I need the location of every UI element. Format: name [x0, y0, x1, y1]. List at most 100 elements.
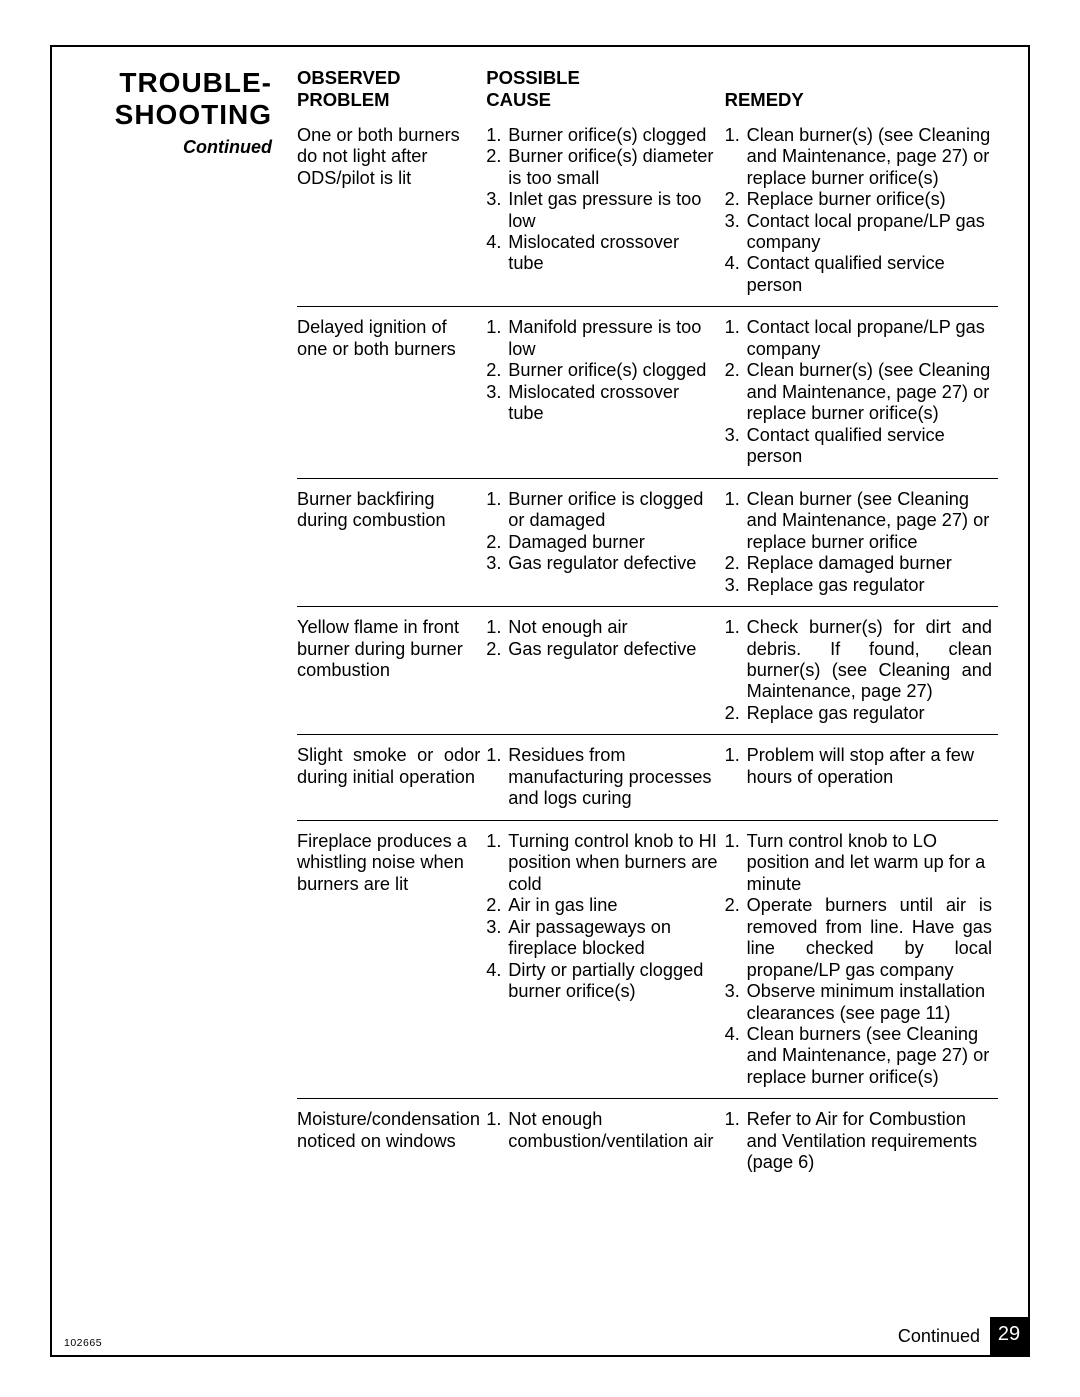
list-number: 2. [486, 532, 508, 553]
list-text: Contact qualified service person [747, 425, 992, 468]
list-text: Burner orifice(s) clogged [508, 125, 718, 146]
numbered-list: 1.Clean burner(s) (see Cleaning and Main… [725, 125, 992, 297]
list-number: 2. [725, 895, 747, 981]
list-number: 3. [486, 382, 508, 425]
cell-problem: Burner backfiring during combustion [297, 478, 486, 606]
cell-problem: Yellow flame in front burner during burn… [297, 607, 486, 735]
list-text: Air in gas line [508, 895, 718, 916]
list-text: Manifold pressure is too low [508, 317, 718, 360]
cell-remedy: 1.Problem will stop after a few hours of… [725, 735, 998, 820]
list-number: 1. [725, 317, 747, 360]
list-number: 2. [486, 360, 508, 381]
list-text: Burner orifice(s) diameter is too small [508, 146, 718, 189]
list-number: 3. [725, 575, 747, 596]
list-number: 2. [486, 895, 508, 916]
list-number: 4. [486, 960, 508, 1003]
table-row: Burner backfiring during combustion1.Bur… [297, 478, 998, 606]
list-text: Inlet gas pressure is too low [508, 189, 718, 232]
numbered-list: 1.Manifold pressure is too low2.Burner o… [486, 317, 718, 424]
list-number: 1. [725, 831, 747, 895]
list-text: Damaged burner [508, 532, 718, 553]
list-text: Gas regulator defective [508, 553, 718, 574]
table-row: Fireplace produces a whistling noise whe… [297, 820, 998, 1099]
cell-cause: 1.Burner orifice(s) clogged2.Burner orif… [486, 115, 724, 307]
list-item: 1.Manifold pressure is too low [486, 317, 718, 360]
list-text: Observe minimum installation clearances … [747, 981, 992, 1024]
cell-problem: Slight smoke or odor during initial oper… [297, 735, 486, 820]
list-text: Contact local propane/LP gas company [747, 317, 992, 360]
cell-cause: 1.Burner orifice is clogged or damaged2.… [486, 478, 724, 606]
list-number: 4. [725, 1024, 747, 1088]
list-text: Problem will stop after a few hours of o… [747, 745, 992, 788]
numbered-list: 1.Clean burner (see Cleaning and Mainten… [725, 489, 992, 596]
list-text: Contact local propane/LP gas company [747, 211, 992, 254]
list-number: 1. [486, 317, 508, 360]
list-item: 1.Turn control knob to LO position and l… [725, 831, 992, 895]
table-row: Moisture/condensation noticed on windows… [297, 1099, 998, 1184]
list-text: Turning control knob to HI position when… [508, 831, 718, 895]
list-number: 1. [486, 125, 508, 146]
list-number: 1. [725, 489, 747, 553]
list-item: 3.Replace gas regulator [725, 575, 992, 596]
cell-cause: 1.Turning control knob to HI position wh… [486, 820, 724, 1099]
header-possible-cause: POSSIBLE CAUSE [486, 67, 724, 115]
list-number: 1. [725, 125, 747, 189]
list-item: 2.Clean burner(s) (see Cleaning and Main… [725, 360, 992, 424]
troubleshooting-table-wrapper: OBSERVED PROBLEM POSSIBLE CAUSE REMEDY [297, 67, 998, 1305]
numbered-list: 1.Problem will stop after a few hours of… [725, 745, 992, 788]
list-item: 4.Contact qualified service person [725, 253, 992, 296]
list-item: 1.Burner orifice(s) clogged [486, 125, 718, 146]
table-row: Delayed ignition of one or both burners1… [297, 307, 998, 478]
numbered-list: 1.Burner orifice(s) clogged2.Burner orif… [486, 125, 718, 275]
cell-remedy: 1.Clean burner (see Cleaning and Mainten… [725, 478, 998, 606]
list-number: 2. [725, 553, 747, 574]
cell-cause: 1.Not enough air2.Gas regulator defectiv… [486, 607, 724, 735]
two-column-layout: TROUBLE- SHOOTING Continued OBSERVED PRO… [82, 67, 998, 1305]
troubleshooting-table: OBSERVED PROBLEM POSSIBLE CAUSE REMEDY [297, 67, 998, 1184]
list-text: Replace gas regulator [747, 575, 992, 596]
list-number: 3. [725, 211, 747, 254]
list-item: 4.Clean burners (see Cleaning and Mainte… [725, 1024, 992, 1088]
header-text: REMEDY [725, 89, 804, 110]
title-line1: TROUBLE- [119, 67, 272, 98]
list-number: 1. [486, 745, 508, 809]
list-number: 1. [486, 831, 508, 895]
list-item: 1.Clean burner (see Cleaning and Mainten… [725, 489, 992, 553]
list-item: 1.Check burner(s) for dirt and debris. I… [725, 617, 992, 703]
list-item: 1.Burner orifice is clogged or damaged [486, 489, 718, 532]
list-text: Clean burners (see Cleaning and Maintena… [747, 1024, 992, 1088]
list-number: 2. [725, 189, 747, 210]
header-remedy: REMEDY [725, 67, 998, 115]
numbered-list: 1.Burner orifice is clogged or damaged2.… [486, 489, 718, 575]
list-number: 1. [486, 1109, 508, 1152]
numbered-list: 1.Not enough air2.Gas regulator defectiv… [486, 617, 718, 660]
list-number: 4. [486, 232, 508, 275]
list-text: Burner orifice(s) clogged [508, 360, 718, 381]
list-item: 1.Contact local propane/LP gas company [725, 317, 992, 360]
list-number: 3. [725, 425, 747, 468]
cell-remedy: 1.Contact local propane/LP gas company2.… [725, 307, 998, 478]
list-number: 2. [486, 639, 508, 660]
list-item: 1.Not enough air [486, 617, 718, 638]
table-header: OBSERVED PROBLEM POSSIBLE CAUSE REMEDY [297, 67, 998, 115]
list-item: 1.Residues from manufacturing processes … [486, 745, 718, 809]
list-item: 3.Inlet gas pressure is too low [486, 189, 718, 232]
cell-cause: 1.Manifold pressure is too low2.Burner o… [486, 307, 724, 478]
table-row: Yellow flame in front burner during burn… [297, 607, 998, 735]
list-text: Not enough air [508, 617, 718, 638]
list-item: 1.Refer to Air for Combustion and Ventil… [725, 1109, 992, 1173]
page: TROUBLE- SHOOTING Continued OBSERVED PRO… [0, 0, 1080, 1397]
list-item: 3.Gas regulator defective [486, 553, 718, 574]
header-text: POSSIBLE [486, 67, 580, 88]
content-frame: TROUBLE- SHOOTING Continued OBSERVED PRO… [50, 45, 1030, 1357]
cell-remedy: 1.Check burner(s) for dirt and debris. I… [725, 607, 998, 735]
cell-problem: Fireplace produces a whistling noise whe… [297, 820, 486, 1099]
list-number: 1. [486, 489, 508, 532]
list-text: Turn control knob to LO position and let… [747, 831, 992, 895]
list-text: Check burner(s) for dirt and debris. If … [747, 617, 992, 703]
list-item: 1.Turning control knob to HI position wh… [486, 831, 718, 895]
title-line2: SHOOTING [115, 99, 272, 130]
list-item: 1.Not enough combustion/ventilation air [486, 1109, 718, 1152]
list-item: 2.Burner orifice(s) clogged [486, 360, 718, 381]
list-text: Mislocated crossover tube [508, 382, 718, 425]
